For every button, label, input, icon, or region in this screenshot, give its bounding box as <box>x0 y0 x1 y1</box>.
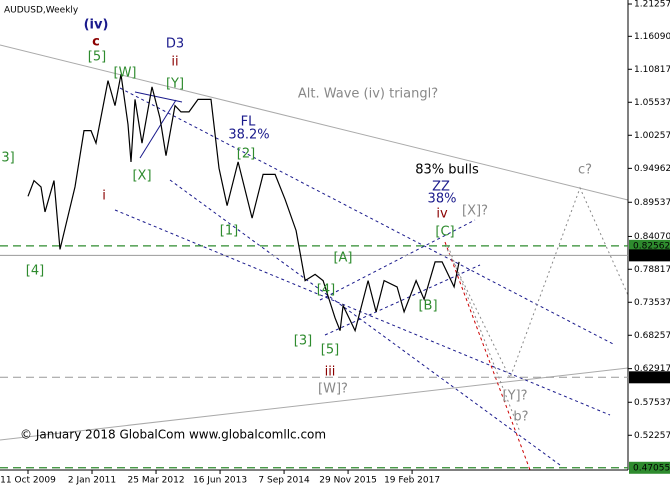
wave-label: c? <box>578 163 592 178</box>
wave-label: [5] <box>321 343 339 358</box>
y-tick-label: 0.52257 <box>634 431 670 441</box>
chart-title: AUDUSD,Weekly <box>4 6 79 16</box>
wave-label: [4] <box>26 264 44 279</box>
x-tick-label: 2 Jan 2011 <box>68 476 116 486</box>
price-line <box>27 74 460 333</box>
level-label: 0.81044 <box>633 251 670 261</box>
y-tick-label: 1.21257 <box>634 0 670 10</box>
y-tick-label: 0.62917 <box>634 364 670 374</box>
channel-line <box>114 209 611 416</box>
channel-line <box>119 87 616 346</box>
wave-label: [W]? <box>318 382 348 397</box>
triangle-upper-line <box>0 44 629 201</box>
level-label: 0.61531 <box>633 373 670 383</box>
channel-line <box>324 264 481 336</box>
x-tick-label: 16 Jun 2013 <box>193 476 247 486</box>
level-label-box <box>629 461 670 474</box>
wave-line <box>139 99 177 159</box>
level-label: 0.82562 <box>633 241 670 251</box>
wave-label: [Y] <box>166 77 184 92</box>
x-tick-label: 19 Feb 2017 <box>384 476 440 486</box>
wave-line <box>134 91 183 103</box>
projection-path <box>447 245 521 433</box>
wave-label: 83% bulls <box>415 163 479 178</box>
level-label-box <box>629 239 670 252</box>
wave-label: [Y]? <box>503 389 528 404</box>
y-tick-label: 0.68257 <box>634 331 670 341</box>
wave-label: [W] <box>114 66 137 81</box>
trend-lines <box>0 44 629 471</box>
wave-label: b? <box>513 410 528 425</box>
y-tick-label: 1.10817 <box>634 65 670 75</box>
wave-label: D3 <box>166 37 184 52</box>
wave-label: i <box>102 189 106 204</box>
channel-line <box>319 219 476 301</box>
wave-label: [1] <box>220 224 238 239</box>
wave-label: Alt. Wave (iv) triangl? <box>298 87 438 102</box>
wave-label: iv <box>436 207 448 222</box>
wave-label: c <box>92 35 100 50</box>
wave-label: [5] <box>88 50 106 65</box>
y-tick-label: 0.84070 <box>634 232 670 242</box>
x-tick-label: 29 Nov 2015 <box>319 476 377 486</box>
wave-label: ZZ <box>432 180 450 195</box>
wave-label: [3] <box>294 334 312 349</box>
wave-label: [B] <box>418 299 437 314</box>
wave-label: [C] <box>435 225 454 240</box>
wave-label: [4] <box>317 283 335 298</box>
channel-line <box>169 179 561 466</box>
projection-line <box>444 241 531 471</box>
x-tick-label: 11 Oct 2009 <box>0 476 56 486</box>
wave-label: [A] <box>333 251 352 266</box>
y-tick-label: 1.00257 <box>634 131 670 141</box>
wave-label: 3] <box>1 151 14 166</box>
wave-label: iii <box>325 365 336 380</box>
y-tick-label: 0.78817 <box>634 265 670 275</box>
level-label: 0.47055 <box>633 463 670 473</box>
x-tick-label: 7 Sep 2014 <box>258 476 310 486</box>
y-tick-label: 0.57537 <box>634 398 670 408</box>
wave-label: (iv) <box>84 18 109 33</box>
wave-label: ii <box>171 55 178 70</box>
wave-label: [X] <box>132 169 151 184</box>
y-tick-label: 0.94962 <box>634 164 670 174</box>
wave-label: [2] <box>237 147 255 162</box>
y-tick-label: 0.89537 <box>634 198 670 208</box>
x-tick-label: 25 Mar 2012 <box>128 476 185 486</box>
wave-label: 38.2% <box>228 128 269 143</box>
wave-label: [X]? <box>462 204 488 219</box>
triangle-lower-line <box>0 367 629 441</box>
level-label-box <box>629 371 670 384</box>
wave-label: FL <box>241 115 256 130</box>
copyright: © January 2018 GlobalCom www.globalcomll… <box>20 428 326 442</box>
y-tick-label: 0.73537 <box>634 298 670 308</box>
level-label-box <box>629 249 670 262</box>
wave-label: 38% <box>428 192 457 207</box>
y-tick-label: 1.05537 <box>634 98 670 108</box>
y-tick-label: 1.16090 <box>634 32 670 42</box>
